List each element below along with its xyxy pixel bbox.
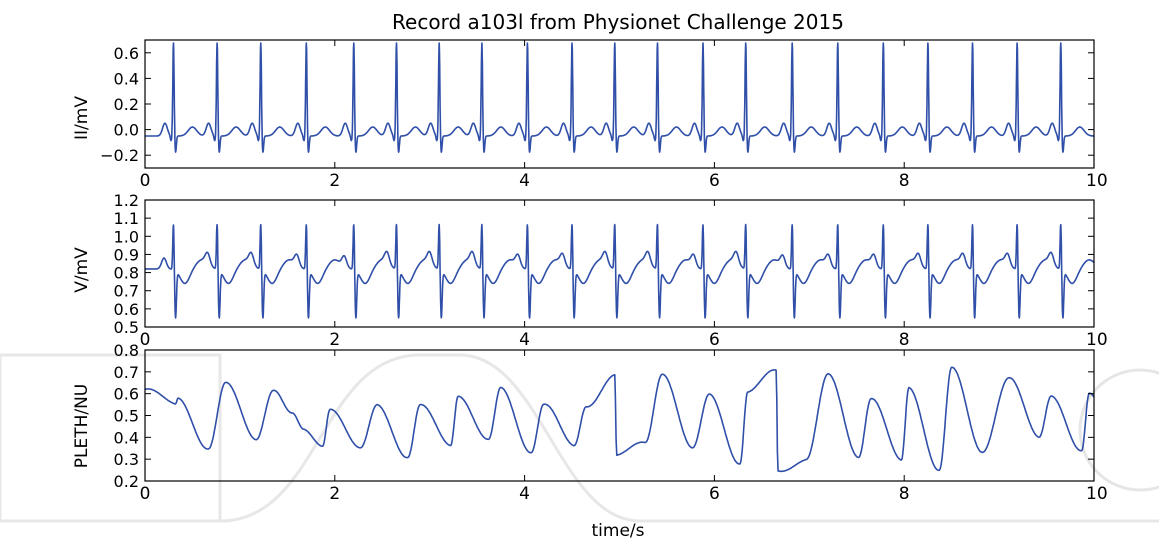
x-tick-label: 0: [140, 484, 151, 504]
x-tick-label: 0: [140, 171, 151, 191]
panel-pleth: 0.2 0.3 0.4 0.5 0.6 0.7 0.8 0 2 4 6 8 10: [114, 341, 1108, 504]
x-tick-label: 6: [709, 171, 720, 191]
panel2-ylabel: V/mV: [72, 247, 92, 293]
y-tick-label: 1.1: [114, 209, 139, 228]
series-line-1: [144, 42, 1095, 153]
x-tick-label: 4: [519, 330, 530, 350]
y-tick-label: 0.2: [114, 472, 139, 491]
x-tick-label: 4: [519, 484, 530, 504]
panel1-ylabel: II/mV: [72, 96, 92, 140]
x-tick-label: 0: [140, 330, 151, 350]
y-tick-label: 1.2: [114, 191, 139, 210]
y-tick-label: 0.7: [114, 363, 139, 382]
x-tick-label: 10: [1086, 484, 1108, 504]
panel3-ylabel: PLETH/NU: [72, 384, 92, 469]
y-tick-label: 0.5: [114, 318, 139, 337]
y-tick-label: −0.2: [100, 146, 139, 165]
y-tick-label: 0.6: [114, 300, 139, 319]
watermark-logo: [0, 353, 1159, 523]
chart-title: Record a103l from Physionet Challenge 20…: [392, 10, 844, 34]
x-tick-label: 10: [1086, 171, 1108, 191]
y-tick-label: 0.9: [114, 245, 139, 264]
x-tick-label: 4: [519, 171, 530, 191]
y-tick-label: 0.0: [114, 121, 139, 140]
y-tick-label: 0.6: [114, 44, 139, 63]
watermark-circle: [1078, 368, 1159, 492]
y-tick-label: 1.0: [114, 227, 139, 246]
x-tick-label: 6: [709, 330, 720, 350]
plot-frame-1: [144, 39, 1095, 169]
series-line-2: [144, 223, 1095, 319]
plot-frame-2: [144, 199, 1095, 328]
y-tick-label: 0.8: [114, 341, 139, 360]
x-tick-label: 2: [329, 484, 340, 504]
panel-ii-lead: −0.2 0.0 0.2 0.4 0.6 0 2 4 6 8 10: [100, 39, 1108, 191]
y-tick-label: 0.2: [114, 95, 139, 114]
watermark-shape: [0, 353, 1159, 523]
y-tick-label: 0.3: [114, 450, 139, 469]
panel-v-lead: 0.50.60.70.80.91.01.11.2 0 2 4 6 8 10: [114, 191, 1108, 350]
y-tick-label: 0.5: [114, 407, 139, 426]
x-tick-label: 8: [899, 171, 910, 191]
x-tick-label: 8: [899, 330, 910, 350]
x-tick-label: 10: [1086, 330, 1108, 350]
y-tick-label: 0.4: [114, 428, 139, 447]
y-tick-label: 0.6: [114, 385, 139, 404]
x-tick-label: 2: [329, 330, 340, 350]
series-line-3: [144, 366, 1095, 473]
x-tick-label: 8: [899, 484, 910, 504]
x-axis-label: time/s: [592, 521, 645, 541]
x-tick-label: 6: [709, 484, 720, 504]
y-tick-label: 0.7: [114, 282, 139, 301]
y-tick-label: 0.8: [114, 264, 139, 283]
y-tick-label: 0.4: [114, 69, 139, 88]
x-tick-label: 2: [329, 171, 340, 191]
plot-frame-3: [144, 349, 1095, 482]
